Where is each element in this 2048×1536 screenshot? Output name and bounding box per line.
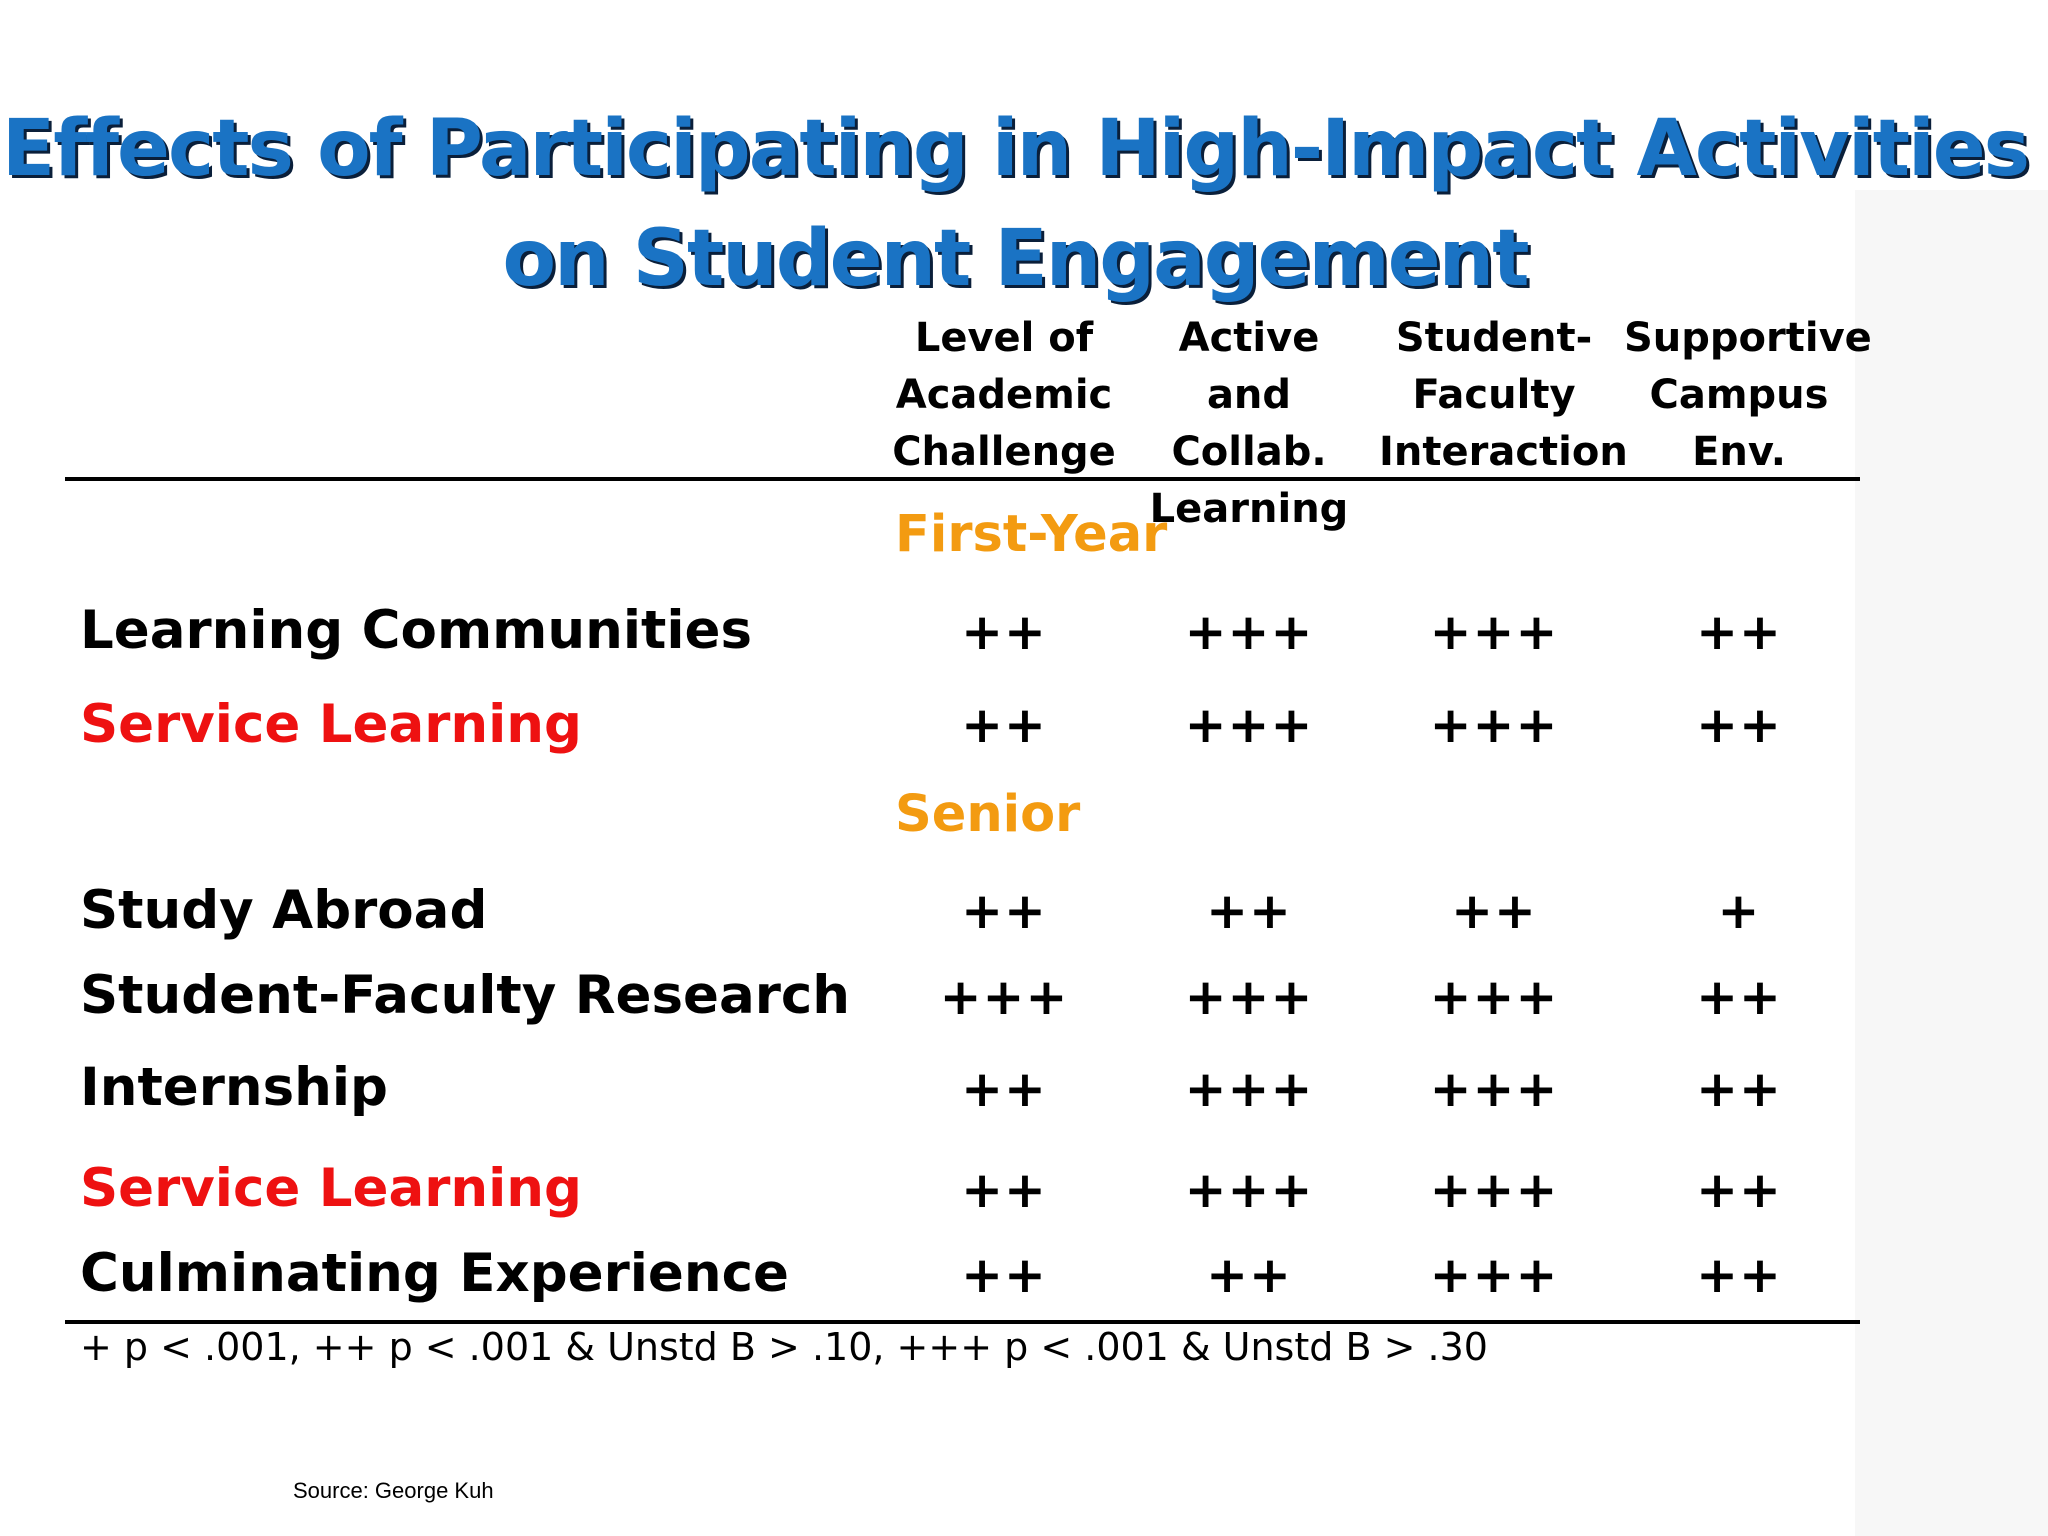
cell-study-abroad-supportive-campus: + <box>1717 882 1761 940</box>
cell-learning-communities-active-collab: +++ <box>1184 603 1314 661</box>
cell-internship-active-collab: +++ <box>1184 1060 1314 1118</box>
cell-study-abroad-student-faculty: ++ <box>1451 882 1537 940</box>
cell-culminating-experience-supportive-campus: ++ <box>1696 1246 1782 1304</box>
column-header-academic-challenge: Level of Academic Challenge <box>892 315 1116 475</box>
slide-title-line-1: Effects of Participating in High-Impact … <box>1 104 2030 194</box>
row-label-service-learning-senior: Service Learning <box>80 1158 582 1219</box>
cell-service-learning-fy-academic-challenge: ++ <box>961 696 1047 754</box>
row-label-service-learning-first-year: Service Learning <box>80 694 582 755</box>
cell-service-learning-sr-active-collab: +++ <box>1184 1161 1314 1219</box>
cell-study-abroad-academic-challenge: ++ <box>961 882 1047 940</box>
column-header-active-collab-learning: Active and Collab. Learning <box>1149 315 1349 532</box>
table-top-rule <box>65 477 1860 481</box>
cell-student-faculty-research-student-faculty: +++ <box>1429 968 1559 1026</box>
row-label-culminating-experience: Culminating Experience <box>80 1243 789 1304</box>
cell-service-learning-fy-active-collab: +++ <box>1184 696 1314 754</box>
cell-service-learning-fy-supportive-campus: ++ <box>1696 696 1782 754</box>
row-label-student-faculty-research: Student-Faculty Research <box>80 965 851 1026</box>
cell-internship-supportive-campus: ++ <box>1696 1060 1782 1118</box>
cell-culminating-experience-academic-challenge: ++ <box>961 1246 1047 1304</box>
cell-learning-communities-academic-challenge: ++ <box>961 603 1047 661</box>
cell-student-faculty-research-academic-challenge: +++ <box>939 968 1069 1026</box>
row-label-internship: Internship <box>80 1057 388 1118</box>
row-label-learning-communities: Learning Communities <box>80 600 753 661</box>
significance-footnote: + p < .001, ++ p < .001 & Unstd B > .10,… <box>80 1325 1488 1369</box>
cell-student-faculty-research-active-collab: +++ <box>1184 968 1314 1026</box>
cell-culminating-experience-active-collab: ++ <box>1206 1246 1292 1304</box>
cell-culminating-experience-student-faculty: +++ <box>1429 1246 1559 1304</box>
cell-student-faculty-research-supportive-campus: ++ <box>1696 968 1782 1026</box>
cell-service-learning-sr-supportive-campus: ++ <box>1696 1161 1782 1219</box>
cell-learning-communities-supportive-campus: ++ <box>1696 603 1782 661</box>
cell-service-learning-sr-academic-challenge: ++ <box>961 1161 1047 1219</box>
cell-internship-academic-challenge: ++ <box>961 1060 1047 1118</box>
cell-learning-communities-student-faculty: +++ <box>1429 603 1559 661</box>
cell-service-learning-fy-student-faculty: +++ <box>1429 696 1559 754</box>
slide-title-line-2: on Student Engagement <box>502 214 1530 304</box>
cell-internship-student-faculty: +++ <box>1429 1060 1559 1118</box>
cell-service-learning-sr-student-faculty: +++ <box>1429 1161 1559 1219</box>
row-label-study-abroad: Study Abroad <box>80 880 488 941</box>
table-bottom-rule <box>65 1320 1860 1324</box>
column-header-supportive-campus-env: Supportive Campus Env. <box>1624 315 1872 475</box>
cell-study-abroad-active-collab: ++ <box>1206 882 1292 940</box>
source-credit: Source: George Kuh <box>293 1478 494 1503</box>
section-heading-senior: Senior <box>895 785 1081 844</box>
column-header-student-faculty-interaction: Student- Faculty Interaction <box>1379 315 1628 475</box>
background-shade <box>1855 190 2048 1536</box>
section-heading-first-year: First-Year <box>895 505 1168 564</box>
